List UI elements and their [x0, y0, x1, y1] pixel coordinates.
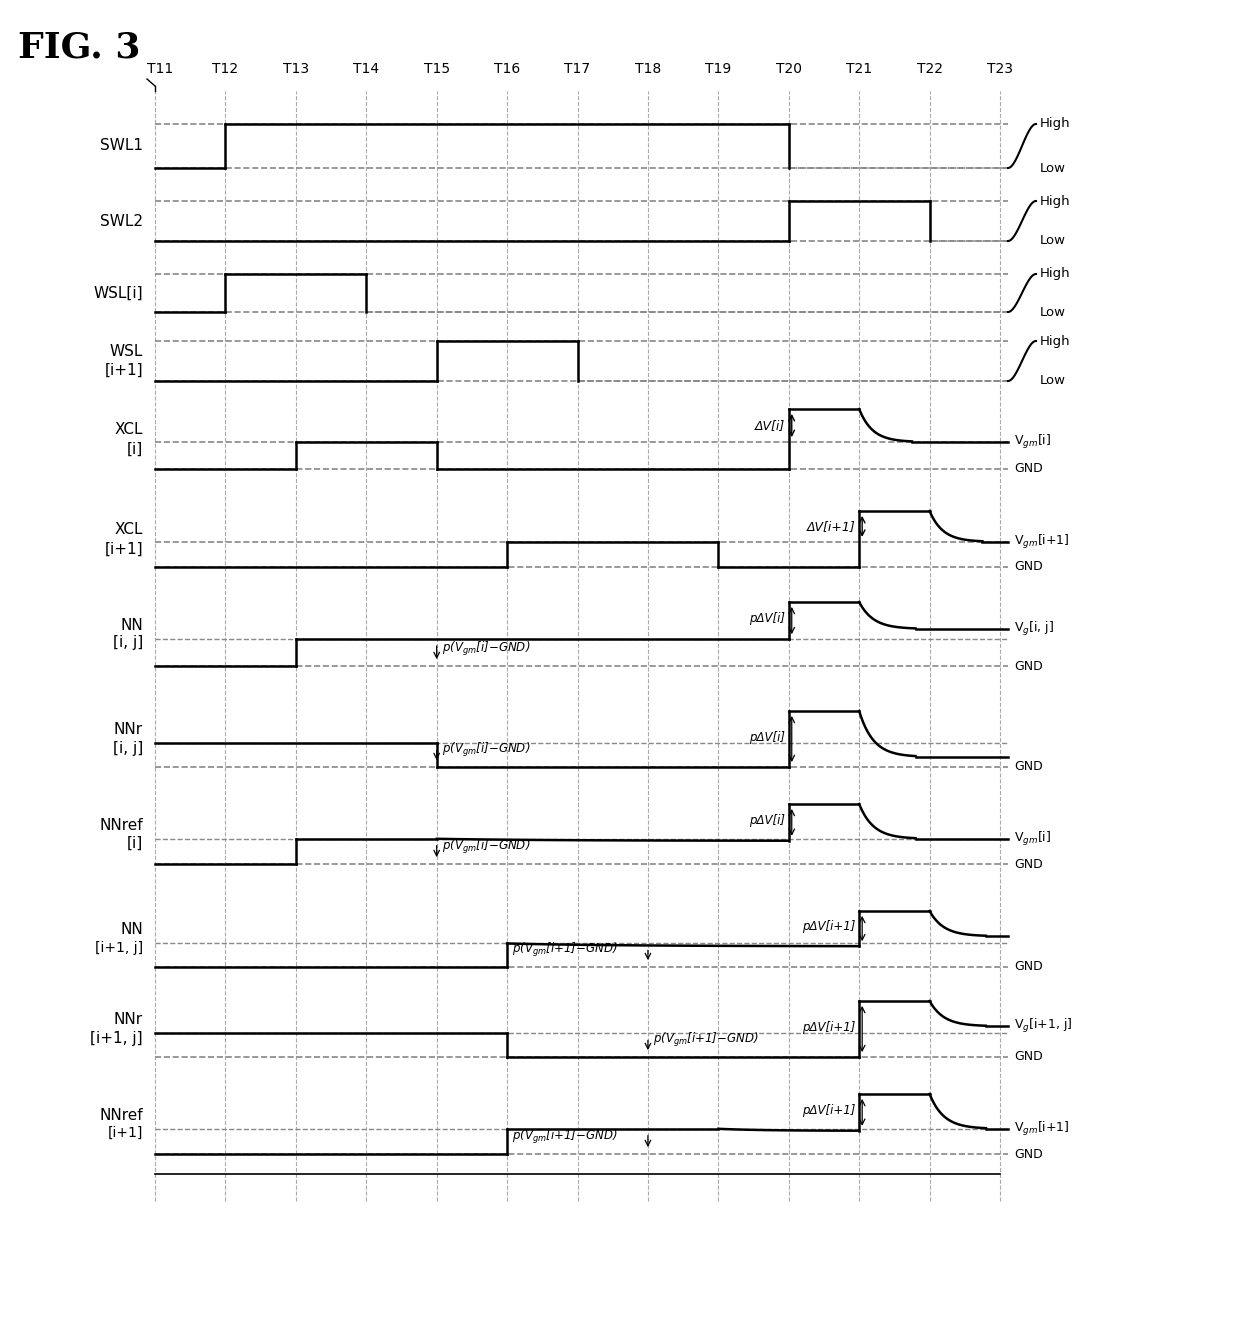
Text: SWL1: SWL1	[100, 138, 143, 153]
Text: GND: GND	[1014, 1050, 1043, 1063]
Text: FIG. 3: FIG. 3	[19, 31, 140, 65]
Text: High: High	[1040, 268, 1070, 281]
Text: [i+1, j]: [i+1, j]	[91, 1030, 143, 1045]
Text: p(V$_{gm}$[i+1]−GND): p(V$_{gm}$[i+1]−GND)	[512, 1127, 618, 1146]
Text: T11: T11	[148, 63, 174, 76]
Text: High: High	[1040, 117, 1070, 130]
Text: T20: T20	[776, 63, 802, 76]
Text: T17: T17	[564, 63, 590, 76]
Text: [i+1, j]: [i+1, j]	[95, 941, 143, 956]
Text: [i+1]: [i+1]	[104, 362, 143, 378]
Text: T22: T22	[916, 63, 942, 76]
Text: pΔV[i+1]: pΔV[i+1]	[802, 1021, 856, 1033]
Text: GND: GND	[1014, 462, 1043, 475]
Text: GND: GND	[1014, 961, 1043, 973]
Text: pΔV[i+1]: pΔV[i+1]	[802, 920, 856, 933]
Text: V$_{gm}$[i]: V$_{gm}$[i]	[1014, 829, 1052, 848]
Text: High: High	[1040, 334, 1070, 347]
Text: NN: NN	[120, 618, 143, 632]
Text: p(V$_{gm}$[i]−GND): p(V$_{gm}$[i]−GND)	[441, 640, 529, 658]
Text: T12: T12	[212, 63, 238, 76]
Text: p(V$_{gm}$[i+1]−GND): p(V$_{gm}$[i+1]−GND)	[653, 1032, 759, 1049]
Text: XCL: XCL	[114, 422, 143, 437]
Text: SWL2: SWL2	[100, 213, 143, 229]
Text: V$_g$[i+1, j]: V$_g$[i+1, j]	[1014, 1017, 1073, 1036]
Text: V$_{gm}$[i+1]: V$_{gm}$[i+1]	[1014, 1119, 1070, 1138]
Text: p(V$_{gm}$[i]−GND): p(V$_{gm}$[i]−GND)	[441, 839, 529, 856]
Text: [i]: [i]	[126, 836, 143, 851]
Text: T15: T15	[424, 63, 450, 76]
Text: pΔV[i+1]: pΔV[i+1]	[802, 1103, 856, 1117]
Text: Low: Low	[1040, 306, 1066, 318]
Text: WSL[i]: WSL[i]	[93, 286, 143, 301]
Text: XCL: XCL	[114, 522, 143, 536]
Text: NNref: NNref	[99, 1107, 143, 1122]
Text: Low: Low	[1040, 374, 1066, 387]
Text: GND: GND	[1014, 659, 1043, 672]
Text: p(V$_{gm}$[i]−GND): p(V$_{gm}$[i]−GND)	[441, 741, 529, 759]
Text: Low: Low	[1040, 234, 1066, 248]
Text: T16: T16	[494, 63, 521, 76]
Text: WSL: WSL	[109, 345, 143, 359]
Text: T21: T21	[846, 63, 872, 76]
Text: NN: NN	[120, 922, 143, 937]
Text: T19: T19	[706, 63, 732, 76]
Text: [i+1]: [i+1]	[108, 1126, 143, 1139]
Text: GND: GND	[1014, 760, 1043, 773]
Text: GND: GND	[1014, 560, 1043, 574]
Text: [i, j]: [i, j]	[113, 635, 143, 651]
Text: p(V$_{gm}$[i+1]−GND): p(V$_{gm}$[i+1]−GND)	[512, 941, 618, 960]
Text: NNr: NNr	[114, 723, 143, 737]
Text: V$_g$[i, j]: V$_g$[i, j]	[1014, 620, 1054, 638]
Text: Low: Low	[1040, 161, 1066, 174]
Text: pΔV[i]: pΔV[i]	[749, 612, 785, 626]
Text: V$_{gm}$[i]: V$_{gm}$[i]	[1014, 433, 1052, 451]
Text: T23: T23	[987, 63, 1013, 76]
Text: T18: T18	[635, 63, 661, 76]
Text: ΔV[i]: ΔV[i]	[754, 419, 785, 433]
Text: [i+1]: [i+1]	[104, 542, 143, 556]
Text: ΔV[i+1]: ΔV[i+1]	[806, 520, 856, 532]
Text: GND: GND	[1014, 857, 1043, 870]
Text: pΔV[i]: pΔV[i]	[749, 731, 785, 744]
Text: [i, j]: [i, j]	[113, 740, 143, 756]
Text: T13: T13	[283, 63, 309, 76]
Text: NNref: NNref	[99, 817, 143, 832]
Text: T14: T14	[353, 63, 379, 76]
Text: GND: GND	[1014, 1147, 1043, 1161]
Text: pΔV[i]: pΔV[i]	[749, 813, 785, 827]
Text: V$_{gm}$[i+1]: V$_{gm}$[i+1]	[1014, 532, 1070, 551]
Text: NNr: NNr	[114, 1013, 143, 1028]
Text: [i]: [i]	[126, 442, 143, 457]
Text: High: High	[1040, 194, 1070, 208]
